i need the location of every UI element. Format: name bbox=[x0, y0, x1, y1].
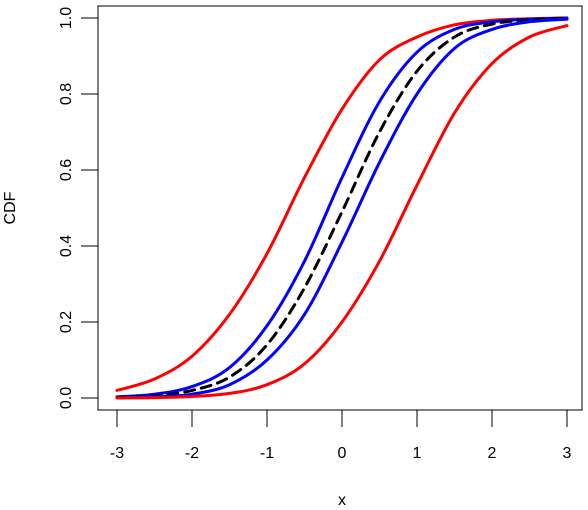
series-line-5 bbox=[115, 24, 569, 400]
series-line-1 bbox=[115, 16, 569, 392]
x-tick-label: 1 bbox=[413, 445, 422, 462]
series-layer bbox=[115, 16, 569, 400]
x-axis: -3 -2 -1 0 1 2 3 bbox=[110, 409, 572, 462]
y-tick-label: 0.8 bbox=[58, 83, 75, 105]
y-tick-label: 0.4 bbox=[58, 235, 75, 257]
series-line-4 bbox=[115, 17, 569, 400]
series-line-2 bbox=[115, 16, 569, 399]
y-axis-label: CDF bbox=[2, 191, 19, 224]
x-tick-label: 2 bbox=[488, 445, 497, 462]
y-tick-label: 0.0 bbox=[58, 387, 75, 409]
plot-frame bbox=[97, 5, 583, 411]
x-axis-label: x bbox=[338, 492, 346, 509]
y-tick-label: 0.6 bbox=[58, 159, 75, 181]
series-line-3 bbox=[115, 16, 569, 400]
x-tick-label: 3 bbox=[563, 445, 572, 462]
y-axis: 0.0 0.2 0.4 0.6 0.8 1.0 bbox=[58, 7, 99, 409]
y-tick-label: 0.2 bbox=[58, 311, 75, 333]
x-tick-label: -1 bbox=[260, 445, 274, 462]
x-tick-label: -3 bbox=[110, 445, 124, 462]
x-tick-label: 0 bbox=[338, 445, 347, 462]
x-tick-label: -2 bbox=[185, 445, 199, 462]
y-tick-label: 1.0 bbox=[58, 7, 75, 29]
